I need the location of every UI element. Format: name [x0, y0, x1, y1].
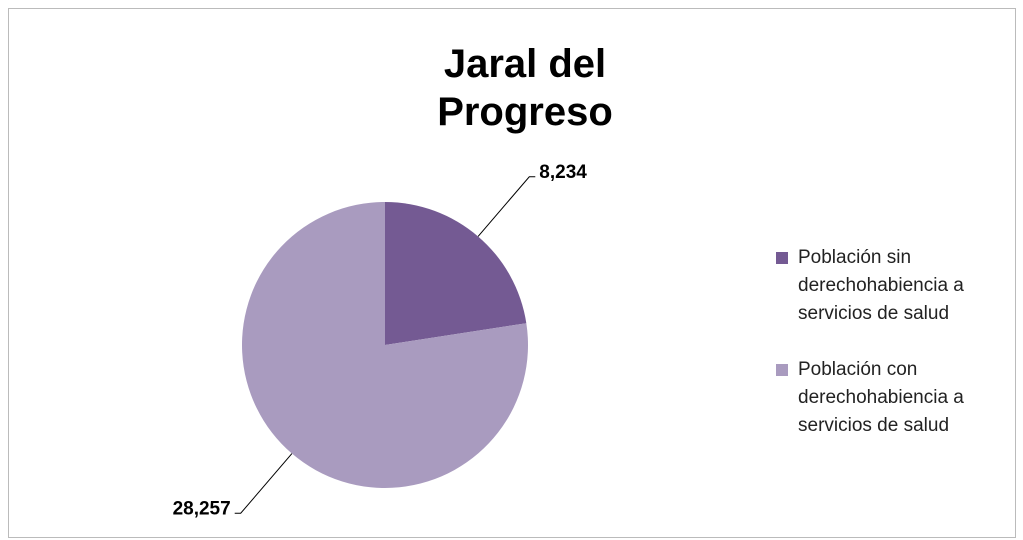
legend-label: Población con derechohabiencia a servici…: [798, 359, 964, 436]
legend-item: Población con derechohabiencia a servici…: [776, 356, 1001, 440]
pie-slice: [385, 202, 527, 345]
chart-frame: [8, 8, 1016, 538]
data-label: 8,234: [539, 162, 587, 183]
data-label: 28,257: [173, 498, 231, 519]
legend-swatch: [776, 364, 788, 376]
leader-line: [477, 176, 536, 237]
leader-line: [234, 453, 293, 514]
legend-item: Población sin derechohabiencia a servici…: [776, 244, 1001, 328]
legend-label: Población sin derechohabiencia a servici…: [798, 247, 964, 324]
legend-swatch: [776, 252, 788, 264]
pie-slice: [241, 202, 528, 488]
chart-title: Jaral del Progreso: [437, 42, 613, 134]
